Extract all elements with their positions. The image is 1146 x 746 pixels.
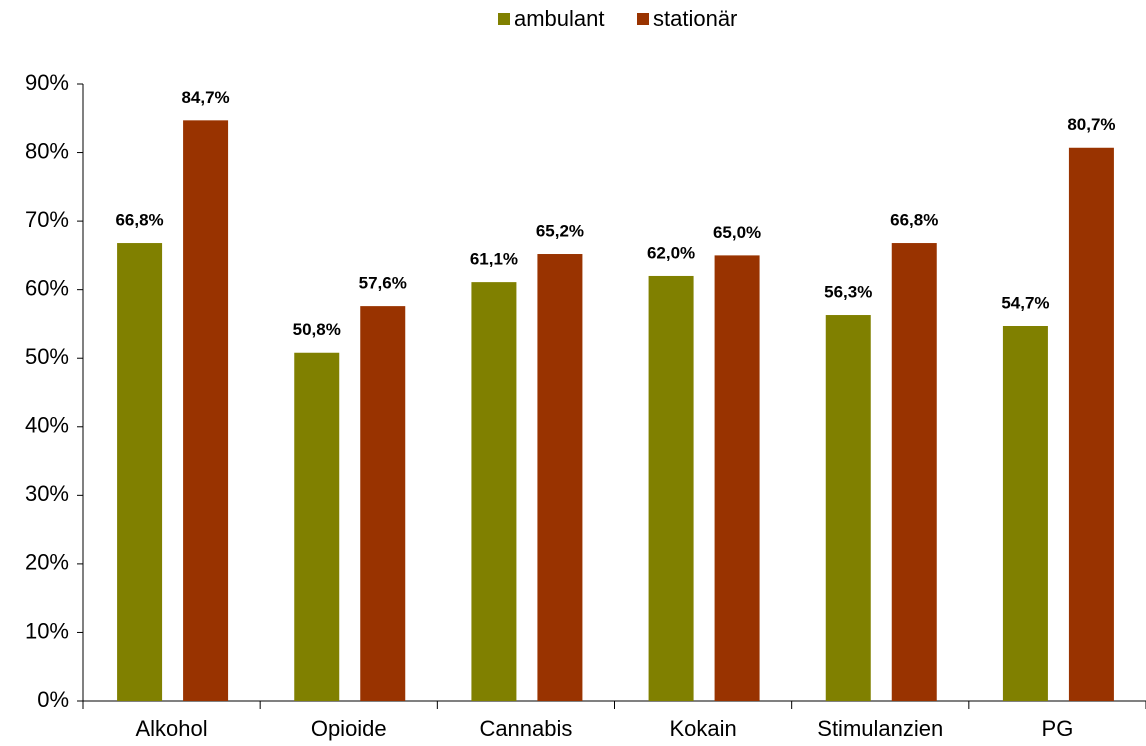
value-label: 56,3%: [824, 283, 872, 302]
bar: [714, 255, 760, 701]
value-label: 84,7%: [181, 88, 229, 107]
x-tick-label: Cannabis: [479, 716, 572, 741]
y-tick-label: 80%: [25, 138, 69, 163]
bar: [360, 306, 406, 701]
bar: [183, 120, 229, 701]
bar: [537, 254, 583, 702]
value-label: 65,2%: [536, 222, 584, 241]
x-tick-label: Alkohol: [136, 716, 208, 741]
value-label: 57,6%: [359, 274, 407, 293]
legend-label: stationär: [653, 6, 737, 31]
y-tick-label: 90%: [25, 70, 69, 95]
y-tick-label: 40%: [25, 413, 69, 438]
legend-label: ambulant: [514, 6, 605, 31]
y-tick-label: 10%: [25, 618, 69, 643]
bar: [891, 243, 937, 701]
value-label: 66,8%: [890, 211, 938, 230]
x-tick-label: Opioide: [311, 716, 387, 741]
y-tick-label: 0%: [37, 687, 69, 712]
x-tick-label: PG: [1042, 716, 1074, 741]
y-tick-label: 30%: [25, 481, 69, 506]
bar: [648, 275, 694, 701]
bar: [825, 315, 871, 701]
value-label: 62,0%: [647, 243, 695, 262]
value-label: 66,8%: [115, 211, 163, 230]
bar: [1068, 147, 1114, 702]
y-tick-label: 50%: [25, 344, 69, 369]
y-tick-label: 60%: [25, 275, 69, 300]
bar: [294, 352, 340, 701]
value-label: 54,7%: [1001, 293, 1049, 312]
x-tick-label: Stimulanzien: [817, 716, 943, 741]
value-label: 61,1%: [470, 250, 518, 269]
legend-swatch: [498, 13, 510, 25]
value-label: 50,8%: [293, 320, 341, 339]
value-label: 65,0%: [713, 223, 761, 242]
bar: [1002, 326, 1048, 701]
bar: [471, 282, 517, 701]
y-tick-label: 70%: [25, 207, 69, 232]
value-label: 80,7%: [1067, 115, 1115, 134]
legend-swatch: [637, 13, 649, 25]
y-tick-label: 20%: [25, 550, 69, 575]
x-tick-label: Kokain: [669, 716, 736, 741]
bar: [117, 243, 163, 701]
